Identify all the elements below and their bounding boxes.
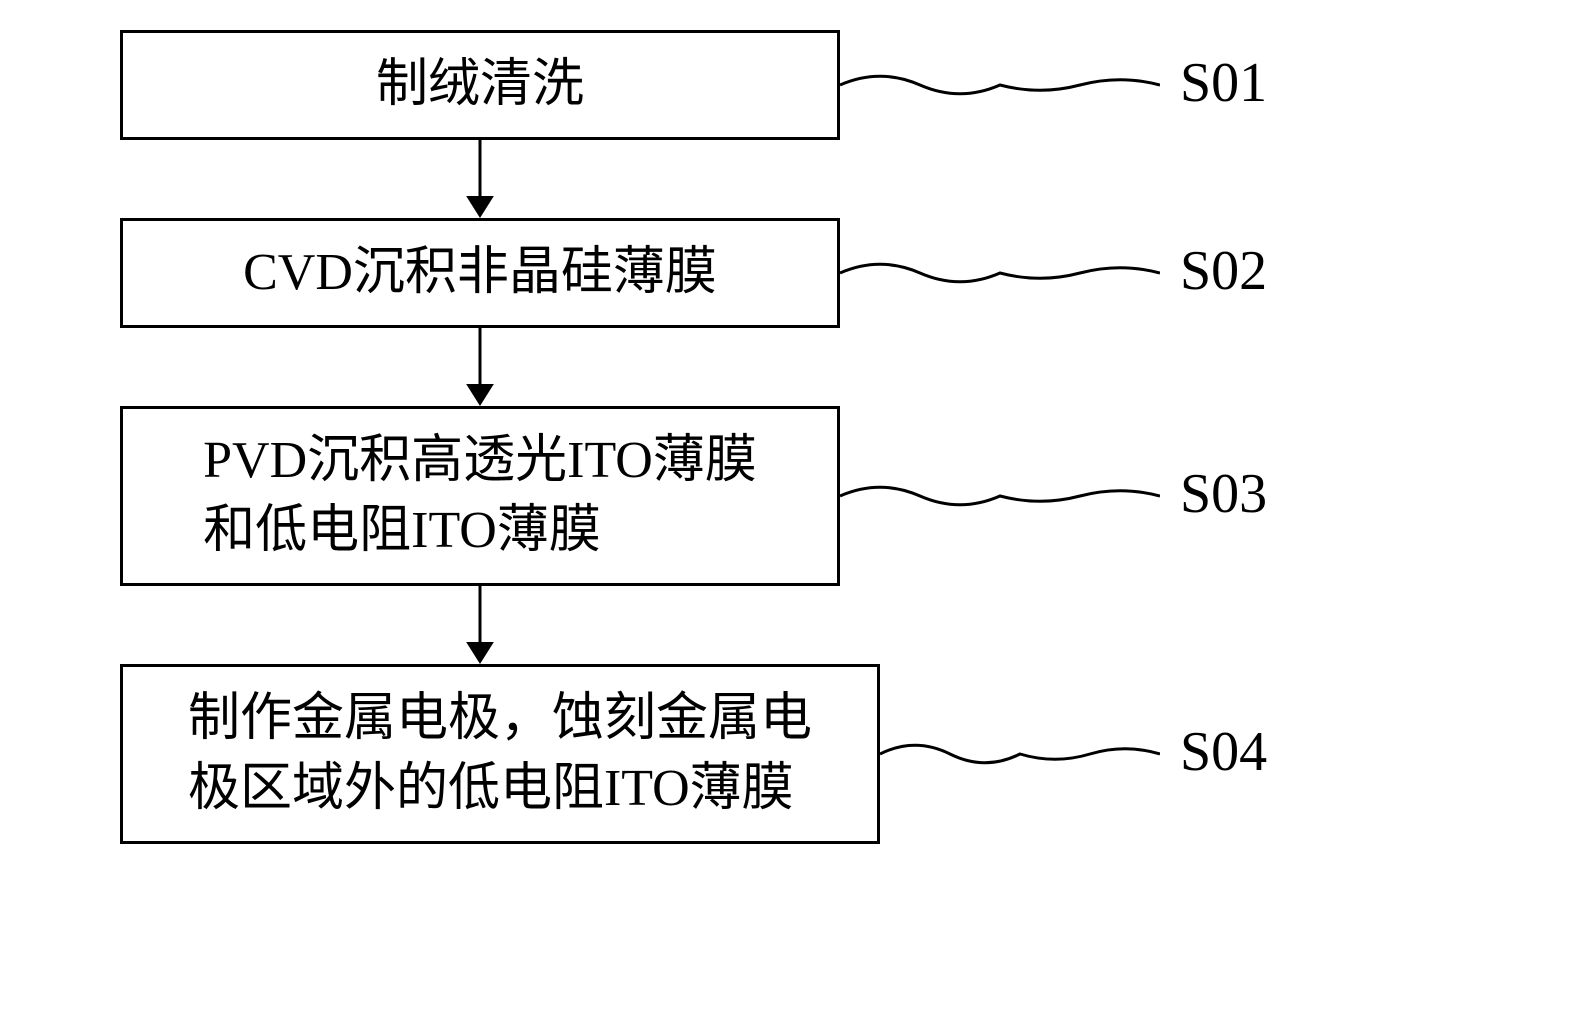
wavy-connector-S04 bbox=[880, 729, 1160, 784]
step-label-S03: S03 bbox=[1180, 462, 1267, 526]
step-row-S01: 制绒清洗 S01 bbox=[120, 30, 1420, 140]
arrow-1 bbox=[120, 328, 840, 406]
arrow-2 bbox=[120, 586, 840, 664]
step-box-S02: CVD沉积非晶硅薄膜 bbox=[120, 218, 840, 328]
step-row-S02: CVD沉积非晶硅薄膜 S02 bbox=[120, 218, 1420, 328]
arrow-0 bbox=[120, 140, 840, 218]
wavy-connector-S02 bbox=[840, 248, 1160, 303]
step-text-S01: 制绒清洗 bbox=[376, 50, 584, 120]
step-row-S03: PVD沉积高透光ITO薄膜 和低电阻ITO薄膜 S03 bbox=[120, 406, 1420, 586]
step-label-S01: S01 bbox=[1180, 51, 1267, 115]
step-label-S04: S04 bbox=[1180, 720, 1267, 784]
step-text-S03: PVD沉积高透光ITO薄膜 和低电阻ITO薄膜 bbox=[203, 426, 757, 566]
step-box-S03: PVD沉积高透光ITO薄膜 和低电阻ITO薄膜 bbox=[120, 406, 840, 586]
step-row-S04: 制作金属电极，蚀刻金属电 极区域外的低电阻ITO薄膜 S04 bbox=[120, 664, 1420, 844]
wavy-connector-S03 bbox=[840, 471, 1160, 526]
step-text-S02: CVD沉积非晶硅薄膜 bbox=[243, 238, 717, 308]
wavy-connector-S01 bbox=[840, 60, 1160, 115]
step-box-S01: 制绒清洗 bbox=[120, 30, 840, 140]
step-text-S04: 制作金属电极，蚀刻金属电 极区域外的低电阻ITO薄膜 bbox=[188, 684, 812, 824]
step-label-S02: S02 bbox=[1180, 239, 1267, 303]
step-box-S04: 制作金属电极，蚀刻金属电 极区域外的低电阻ITO薄膜 bbox=[120, 664, 880, 844]
